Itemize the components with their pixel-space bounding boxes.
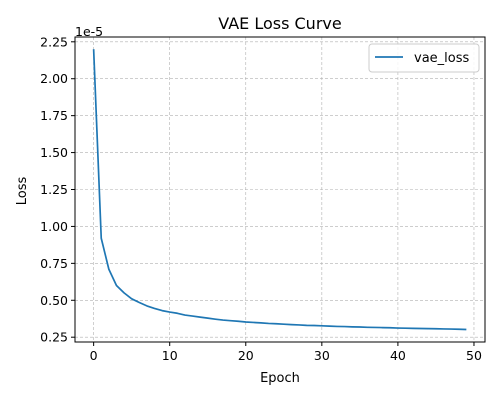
x-tick-label: 50 — [466, 348, 482, 363]
x-tick-label: 30 — [314, 348, 330, 363]
x-tick-label: 20 — [238, 348, 254, 363]
x-tick-label: 40 — [390, 348, 406, 363]
chart-title: VAE Loss Curve — [218, 14, 341, 33]
y-tick-label: 2.00 — [40, 71, 68, 86]
legend-box — [368, 43, 480, 73]
grid-lines — [75, 37, 485, 342]
y-tick-label: 0.75 — [40, 256, 68, 271]
y-tick-label: 2.25 — [40, 34, 68, 49]
y-tick-label: 1.25 — [40, 182, 68, 197]
axis-ticks: 0 10 20 30 40 50 0.25 0.50 0.75 1.00 1.25 1.50 1.75 2… — [40, 34, 482, 363]
plot-frame — [74, 36, 486, 343]
x-axis-label: Epoch — [260, 371, 300, 386]
y-tick-label: 1.50 — [40, 145, 68, 160]
y-tick-label: 0.50 — [40, 293, 68, 308]
legend: vae_loss — [368, 43, 480, 73]
x-tick-label: 10 — [162, 348, 178, 363]
y-scale-label: 1e-5 — [75, 24, 103, 39]
series-line-vae-loss — [92, 49, 467, 331]
y-tick-label: 1.00 — [40, 219, 68, 234]
series-group — [92, 49, 467, 331]
legend-label-vae-loss: vae_loss — [414, 51, 469, 66]
y-axis-label: Loss — [15, 177, 30, 206]
y-tick-label: 1.75 — [40, 108, 68, 123]
x-tick-label: 0 — [90, 348, 98, 363]
y-tick-label: 0.25 — [40, 330, 68, 345]
